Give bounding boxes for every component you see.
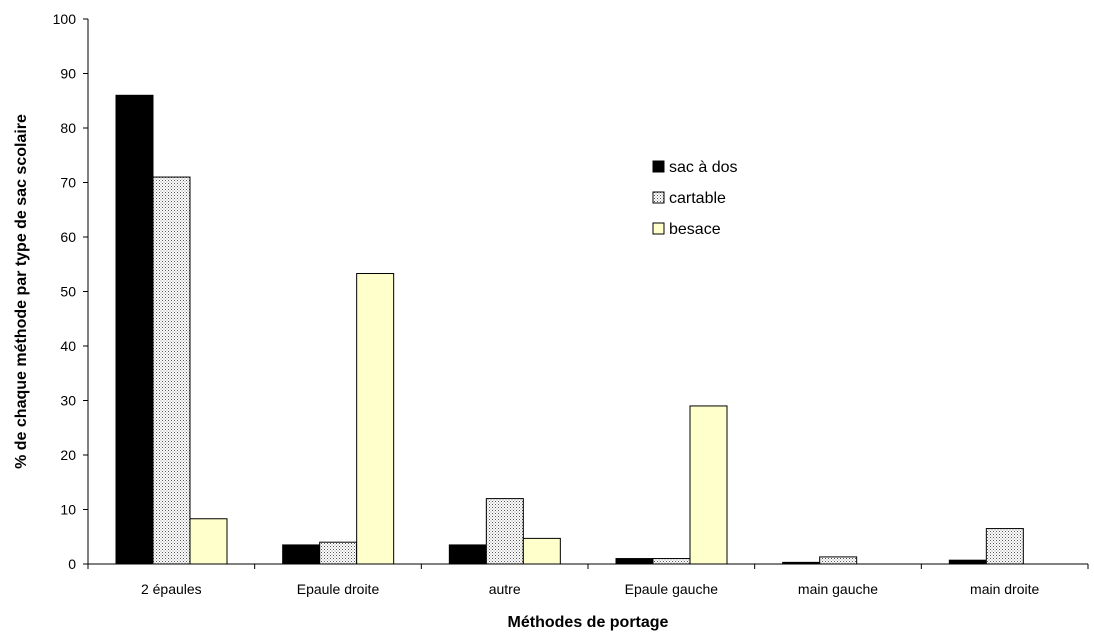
x-tick-label: 2 épaules bbox=[141, 581, 202, 597]
y-tick-label: 10 bbox=[60, 502, 76, 518]
legend-swatch-besace bbox=[652, 222, 665, 235]
y-tick-label: 100 bbox=[53, 11, 77, 27]
bar-sac-à-dos-5 bbox=[948, 559, 987, 565]
x-tick-label: main droite bbox=[970, 581, 1039, 597]
bar-besace-0 bbox=[189, 518, 228, 565]
bar-cartable-4 bbox=[819, 556, 858, 565]
legend-swatch-cartable bbox=[652, 191, 665, 204]
x-tick-label: autre bbox=[489, 581, 521, 597]
y-axis-title: % de chaque méthode par type de sac scol… bbox=[13, 114, 30, 469]
tick-labels: 0 10 20 30 40 50 60 70 80 90 100 2 épaules Epaule dr… bbox=[53, 11, 1040, 597]
x-tick-label: Epaule gauche bbox=[625, 581, 719, 597]
legend-label-besace: besace bbox=[669, 221, 721, 238]
bars bbox=[115, 94, 1024, 565]
bar-besace-2 bbox=[522, 537, 561, 565]
legend-label-cartable: cartable bbox=[669, 190, 726, 207]
bar-sac-à-dos-1 bbox=[282, 544, 321, 565]
y-tick-label: 30 bbox=[60, 393, 76, 409]
y-tick-label: 50 bbox=[60, 284, 76, 300]
y-tick-label: 90 bbox=[60, 66, 76, 82]
x-tick-label: Epaule droite bbox=[297, 581, 380, 597]
bar-cartable-1 bbox=[319, 541, 358, 565]
x-tick-label: main gauche bbox=[798, 581, 878, 597]
x-axis-title: Méthodes de portage bbox=[508, 614, 669, 631]
bar-besace-1 bbox=[356, 273, 395, 565]
bar-sac-à-dos-4 bbox=[782, 561, 821, 565]
y-tick-label: 0 bbox=[68, 556, 76, 572]
y-tick-label: 60 bbox=[60, 229, 76, 245]
legend-label-sac-à-dos: sac à dos bbox=[669, 159, 737, 176]
y-tick-label: 80 bbox=[60, 120, 76, 136]
bar-sac-à-dos-0 bbox=[115, 94, 154, 565]
bar-besace-3 bbox=[689, 405, 728, 565]
bar-cartable-0 bbox=[152, 176, 191, 565]
bar-sac-à-dos-2 bbox=[448, 544, 487, 565]
bar-cartable-2 bbox=[485, 498, 524, 565]
bar-cartable-3 bbox=[652, 558, 691, 565]
y-tick-label: 40 bbox=[60, 338, 76, 354]
bar-sac-à-dos-3 bbox=[615, 558, 654, 565]
y-tick-label: 20 bbox=[60, 447, 76, 463]
y-tick-label: 70 bbox=[60, 175, 76, 191]
axes bbox=[83, 18, 1089, 569]
legend: sac à dos cartable besace bbox=[652, 159, 737, 238]
bar-cartable-5 bbox=[985, 528, 1024, 565]
legend-swatch-sac-à-dos bbox=[652, 160, 665, 173]
